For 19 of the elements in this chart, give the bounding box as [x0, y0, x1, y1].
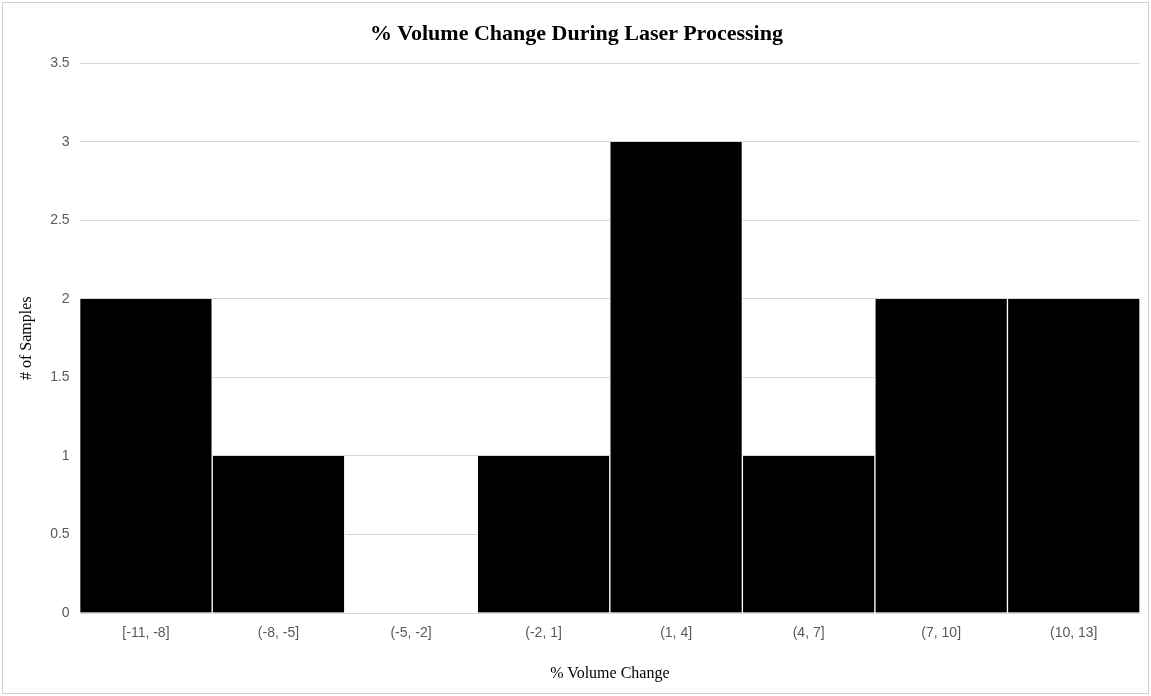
y-tick-label: 2: [61, 289, 70, 306]
y-axis-title: # of Samples: [16, 296, 35, 380]
x-tick-label: (10, 13]: [1049, 624, 1098, 641]
x-tick-label: (7, 10]: [921, 624, 962, 641]
x-tick-label: (-8, -5]: [257, 624, 300, 641]
chart-title: % Volume Change During Laser Processing: [370, 19, 783, 45]
x-tick-label: (4, 7]: [792, 624, 825, 641]
x-tick-label: (-2, 1]: [525, 624, 562, 641]
y-tick-label: 2.5: [50, 211, 70, 228]
x-tick-label: (-5, -2]: [390, 624, 432, 641]
y-tick-label: 1: [61, 446, 70, 463]
y-tick-label: 0.5: [50, 525, 70, 542]
y-tick-label: 3.5: [50, 54, 70, 71]
y-tick-label: 1.5: [50, 368, 70, 385]
x-tick-label: (1, 4]: [660, 624, 693, 641]
y-tick-label: 0: [61, 603, 70, 620]
x-tick-label: [-11, -8]: [122, 624, 170, 641]
x-axis-title: % Volume Change: [550, 663, 670, 682]
y-tick-label: 3: [61, 132, 70, 149]
